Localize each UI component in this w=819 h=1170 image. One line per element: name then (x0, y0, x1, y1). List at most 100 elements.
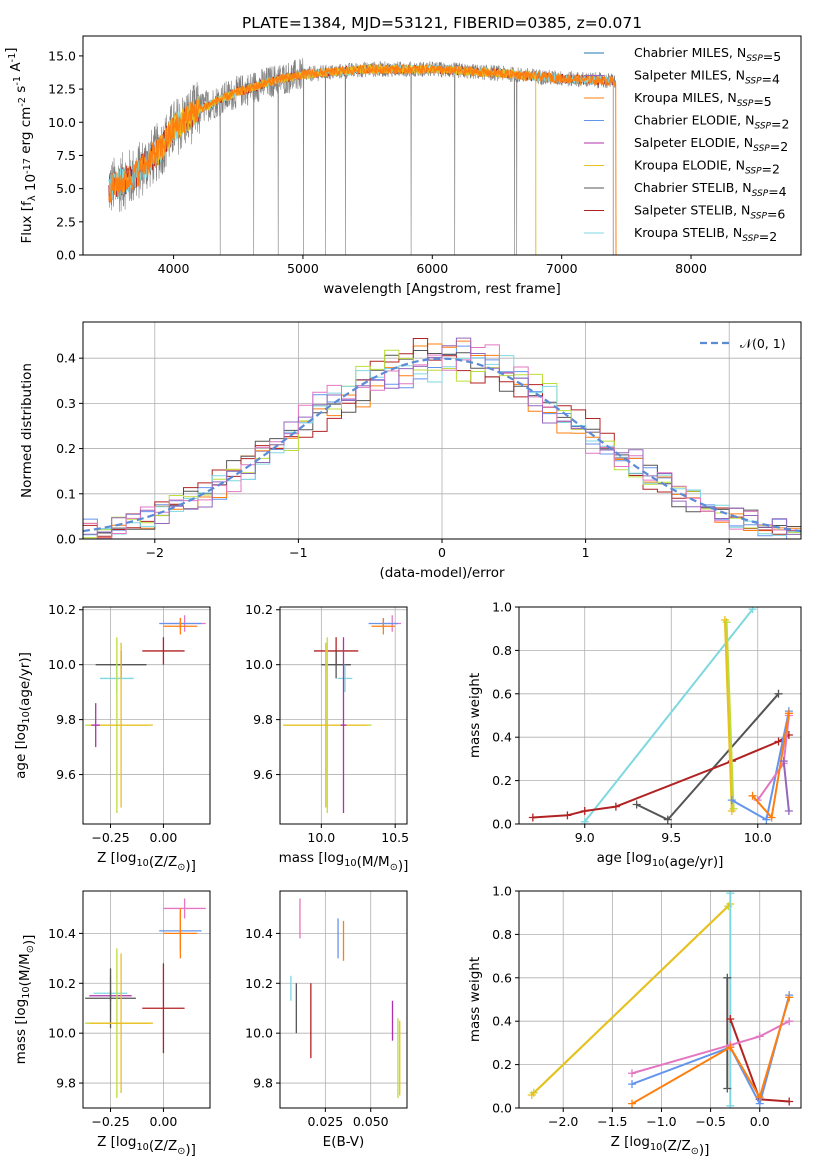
plot-area (290, 898, 401, 1099)
superscript: -17 (22, 158, 33, 174)
text-run: 10 (23, 174, 39, 195)
weight-marker-chabrier_stelib (774, 689, 783, 698)
model-spectrum-salpeter_stelib (108, 63, 614, 255)
subscript: SSP (754, 122, 771, 132)
y-tick-label: 0.0 (56, 532, 76, 547)
subscript: ⊙ (691, 1146, 699, 1157)
legend-label: Chabrier MILES, NSSP=5 (634, 45, 781, 64)
weight-line-kroupa_stelib (583, 608, 754, 823)
model-spectrum-kroupa_stelib (108, 63, 614, 255)
subscript: 10 (21, 711, 32, 723)
y-tick-label: 0.4 (56, 351, 76, 366)
chart-title: PLATE=1384, MJD=53121, FIBERID=0385, z=0… (242, 14, 642, 32)
y-axis-label: Flux [fλ 10-17 erg cm-2 s-1 A-1] (3, 47, 39, 243)
y-tick-label: 10.4 (245, 926, 273, 941)
subscript: SSP (737, 99, 754, 109)
y-tick-label: 10.2 (48, 602, 76, 617)
y-tick-label: 0.4 (492, 730, 512, 745)
weight-line-salpeter_miles (782, 760, 790, 812)
x-tick-label: 9.5 (661, 830, 681, 845)
y-tick-label: 1.0 (492, 884, 512, 899)
text-run: (data-model)/error (379, 565, 505, 581)
x-axis-label: mass [log10(M/M⊙)] (279, 850, 409, 874)
model-spectrum-kroupa_miles (108, 62, 617, 255)
x-axis-label: wavelength [Angstrom, rest frame] (323, 281, 561, 297)
weight-marker-kroupa_miles (784, 709, 793, 718)
x-tick-label: 0.00 (150, 1114, 178, 1129)
text-run: Kroupa MILES, N (634, 90, 737, 105)
histogram-pink (83, 344, 801, 539)
x-tick-label: 10.0 (307, 830, 335, 845)
x-tick-label: 10.5 (381, 830, 409, 845)
panel-spectrum: 4000 5000 6000 7000 8000 0.0 2.5 5.0 7.5 10.0 12.5… (3, 14, 802, 297)
weight-line-kroupa_elodie (723, 619, 733, 812)
weight-marker-kroupa_miles (767, 813, 776, 822)
text-run: wavelength [Angstrom, rest frame] (323, 281, 561, 297)
subscript: SSP (742, 234, 759, 244)
x-axis-label: Z [log10(Z/Z⊙)] (611, 1134, 710, 1158)
text-run: =4 (762, 72, 780, 87)
text-run: s (13, 86, 29, 97)
x-tick-label: 0.00 (150, 830, 178, 845)
y-tick-label: 10.0 (48, 1026, 76, 1041)
text-run: age [log (597, 850, 652, 866)
x-tick-label: 0.025 (307, 1114, 343, 1129)
text-run: =4 (768, 184, 786, 199)
text-run: Z [log (97, 1134, 136, 1150)
y-tick-label: 10.4 (48, 926, 76, 941)
weight-marker-salpeter_stelib (611, 802, 620, 811)
y-tick-label: 0.4 (492, 1014, 512, 1029)
text-run: Salpeter MILES, N (634, 68, 745, 83)
superscript: -1 (12, 76, 23, 86)
histogram-salpeter_miles (83, 337, 801, 535)
y-tick-label: 0.0 (492, 1101, 512, 1116)
weight-marker-chabrier_elodie (762, 815, 771, 824)
axes-frame (82, 606, 211, 825)
x-tick-label: 6000 (416, 261, 448, 276)
plot-area (85, 615, 206, 814)
x-tick-label: 10.0 (744, 830, 772, 845)
y-tick-label: 0.2 (56, 441, 76, 456)
x-tick-label: 9.0 (575, 830, 595, 845)
observed-spectrum (108, 57, 617, 255)
x-axis-label: Z [log10(Z/Z⊙)] (97, 1134, 196, 1158)
x-tick-label: −1.5 (597, 1114, 627, 1129)
y-tick-label: 5.0 (56, 181, 76, 196)
y-tick-label: 1.0 (492, 600, 512, 615)
text-run: =5 (753, 94, 771, 109)
weight-line-kroupa_miles (631, 997, 791, 1105)
x-tick-label: 8000 (675, 261, 707, 276)
y-tick-label: 10.0 (48, 657, 76, 672)
weight-marker-pink (785, 1017, 794, 1026)
text-run: Salpeter ELODIE, N (634, 135, 753, 150)
y-tick-label: 10.2 (245, 976, 273, 991)
subscript: ⊙ (390, 862, 398, 873)
weight-line-kroupa_elodie (531, 903, 731, 1096)
weight-marker-kroupa_elodie (727, 806, 736, 815)
text-run: )] (21, 935, 37, 946)
x-tick-label: −1 (289, 545, 307, 560)
y-tick-label: 0.6 (492, 970, 512, 985)
x-tick-label: −1.0 (646, 1114, 676, 1129)
text-run: Z [log (611, 1134, 650, 1150)
panel-weight_vs_age: 9.0 9.5 10.0 0.0 0.2 0.4 0.6 0.8 1.0 age [log10(a… (467, 600, 802, 870)
axes-frame (518, 606, 802, 825)
y-tick-label: 9.8 (253, 712, 273, 727)
panel-mass_vs_ebv: 0.025 0.050 9.8 10.0 10.2 10.4 E(B-V) (245, 890, 408, 1150)
text-run: Chabrier STELIB, N (634, 180, 752, 195)
weight-marker-kroupa_miles (627, 1099, 636, 1108)
weight-marker-salpeter_stelib (726, 1015, 735, 1024)
weight-marker-salpeter_stelib (528, 813, 537, 822)
text-run: A (8, 62, 24, 76)
normal-curve (83, 357, 801, 533)
superscript: -1 (7, 53, 18, 63)
y-axis-label: mass [log10(M/M⊙)] (13, 935, 37, 1065)
y-tick-label: 0.3 (56, 396, 76, 411)
y-tick-label: 10.2 (48, 976, 76, 991)
panel-age_vs_Z: −0.25 0.009.69.810.010.2Z [log10(Z/Z⊙)]ag… (13, 602, 211, 874)
legend-label: Chabrier ELODIE, NSSP=2 (634, 113, 789, 132)
x-axis-label: age [log10(age/yr)] (597, 850, 724, 870)
y-tick-label: 9.8 (253, 1076, 273, 1091)
text-run: =2 (770, 139, 788, 154)
y-tick-label: 0.2 (492, 1057, 512, 1072)
